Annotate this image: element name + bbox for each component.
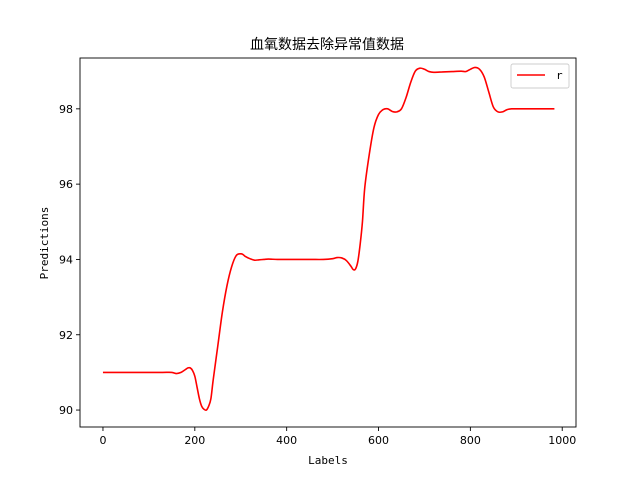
x-tick-label: 1000	[548, 434, 576, 447]
legend: r	[510, 63, 570, 89]
x-tick-label: 600	[368, 434, 389, 447]
y-tick-label: 92	[59, 329, 73, 342]
y-tick-label: 90	[59, 404, 73, 417]
legend-label-r: r	[556, 69, 563, 82]
legend-box	[510, 63, 570, 89]
y-tick-label: 96	[59, 178, 73, 191]
x-tick-label: 800	[460, 434, 481, 447]
y-tick-label: 98	[59, 103, 73, 116]
axis-ticks: 0 200 400 600 800 1000 90 92 94 96 98	[59, 103, 576, 447]
x-tick-label: 400	[276, 434, 297, 447]
plot-area	[80, 58, 576, 427]
x-axis-label: Labels	[308, 454, 348, 467]
series-line-r	[102, 66, 555, 412]
y-tick-label: 94	[59, 253, 73, 266]
plot-frame	[79, 57, 577, 428]
chart-title: 血氧数据去除异常值数据	[250, 37, 404, 53]
y-axis-label: Predictions	[38, 207, 51, 280]
x-tick-label: 200	[184, 434, 205, 447]
x-tick-label: 0	[99, 434, 106, 447]
